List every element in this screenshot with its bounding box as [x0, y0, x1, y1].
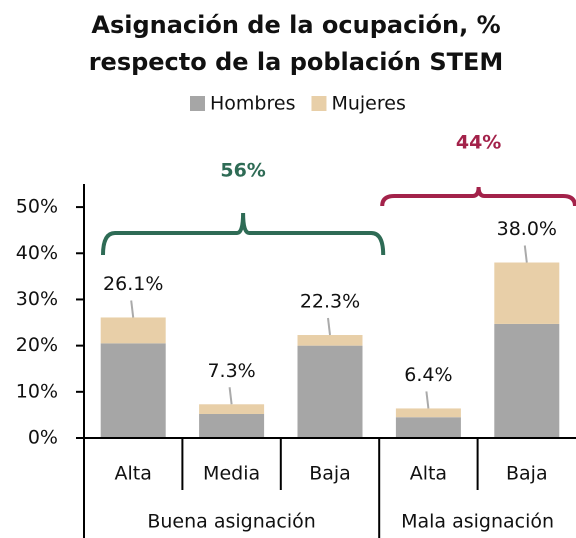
data-label: 38.0%: [497, 218, 557, 240]
legend-label: Hombres: [210, 93, 295, 115]
data-label: 22.3%: [300, 291, 360, 313]
leader-line: [327, 317, 331, 336]
data-label: 6.4%: [404, 364, 452, 386]
bar-segment: [395, 408, 461, 418]
bar-segment: [199, 413, 265, 438]
data-label: 7.3%: [207, 360, 255, 382]
bar-segment: [199, 404, 265, 414]
leader-line: [523, 245, 528, 263]
bar-segment: [395, 417, 461, 438]
leader-line: [228, 387, 233, 405]
x-tick-label: Media: [203, 463, 260, 485]
bar-segment: [494, 323, 560, 438]
group-label: Mala asignación: [401, 511, 554, 533]
annotation: 44%: [456, 132, 501, 154]
chart-title: Asignación de la ocupación, %: [91, 11, 500, 39]
data-label: 26.1%: [103, 273, 163, 295]
y-tick-label: 40%: [16, 242, 58, 264]
x-tick-label: Baja: [506, 463, 548, 485]
y-tick-label: 10%: [16, 380, 58, 402]
annotation: 56%: [220, 160, 265, 182]
y-tick-label: 50%: [16, 196, 58, 218]
legend-label: Mujeres: [331, 93, 405, 115]
leader-line: [130, 300, 135, 318]
bar-segment: [100, 343, 166, 438]
bar-segment: [100, 317, 166, 344]
chart-title: respecto de la población STEM: [89, 48, 504, 76]
x-tick-label: Alta: [115, 463, 152, 485]
y-tick-label: 30%: [16, 288, 58, 310]
x-tick-label: Alta: [410, 463, 447, 485]
bracket: [380, 186, 576, 207]
bar-segment: [297, 335, 363, 346]
bar-segment: [297, 345, 363, 438]
legend-swatch: [190, 96, 205, 111]
legend-swatch: [311, 96, 327, 111]
bar-segment: [494, 262, 560, 324]
leader-line: [425, 391, 430, 409]
y-tick-label: 20%: [16, 334, 58, 356]
bracket: [101, 212, 386, 256]
group-label: Buena asignación: [147, 511, 315, 533]
y-tick-label: 0%: [28, 427, 58, 449]
x-tick-label: Baja: [309, 463, 351, 485]
